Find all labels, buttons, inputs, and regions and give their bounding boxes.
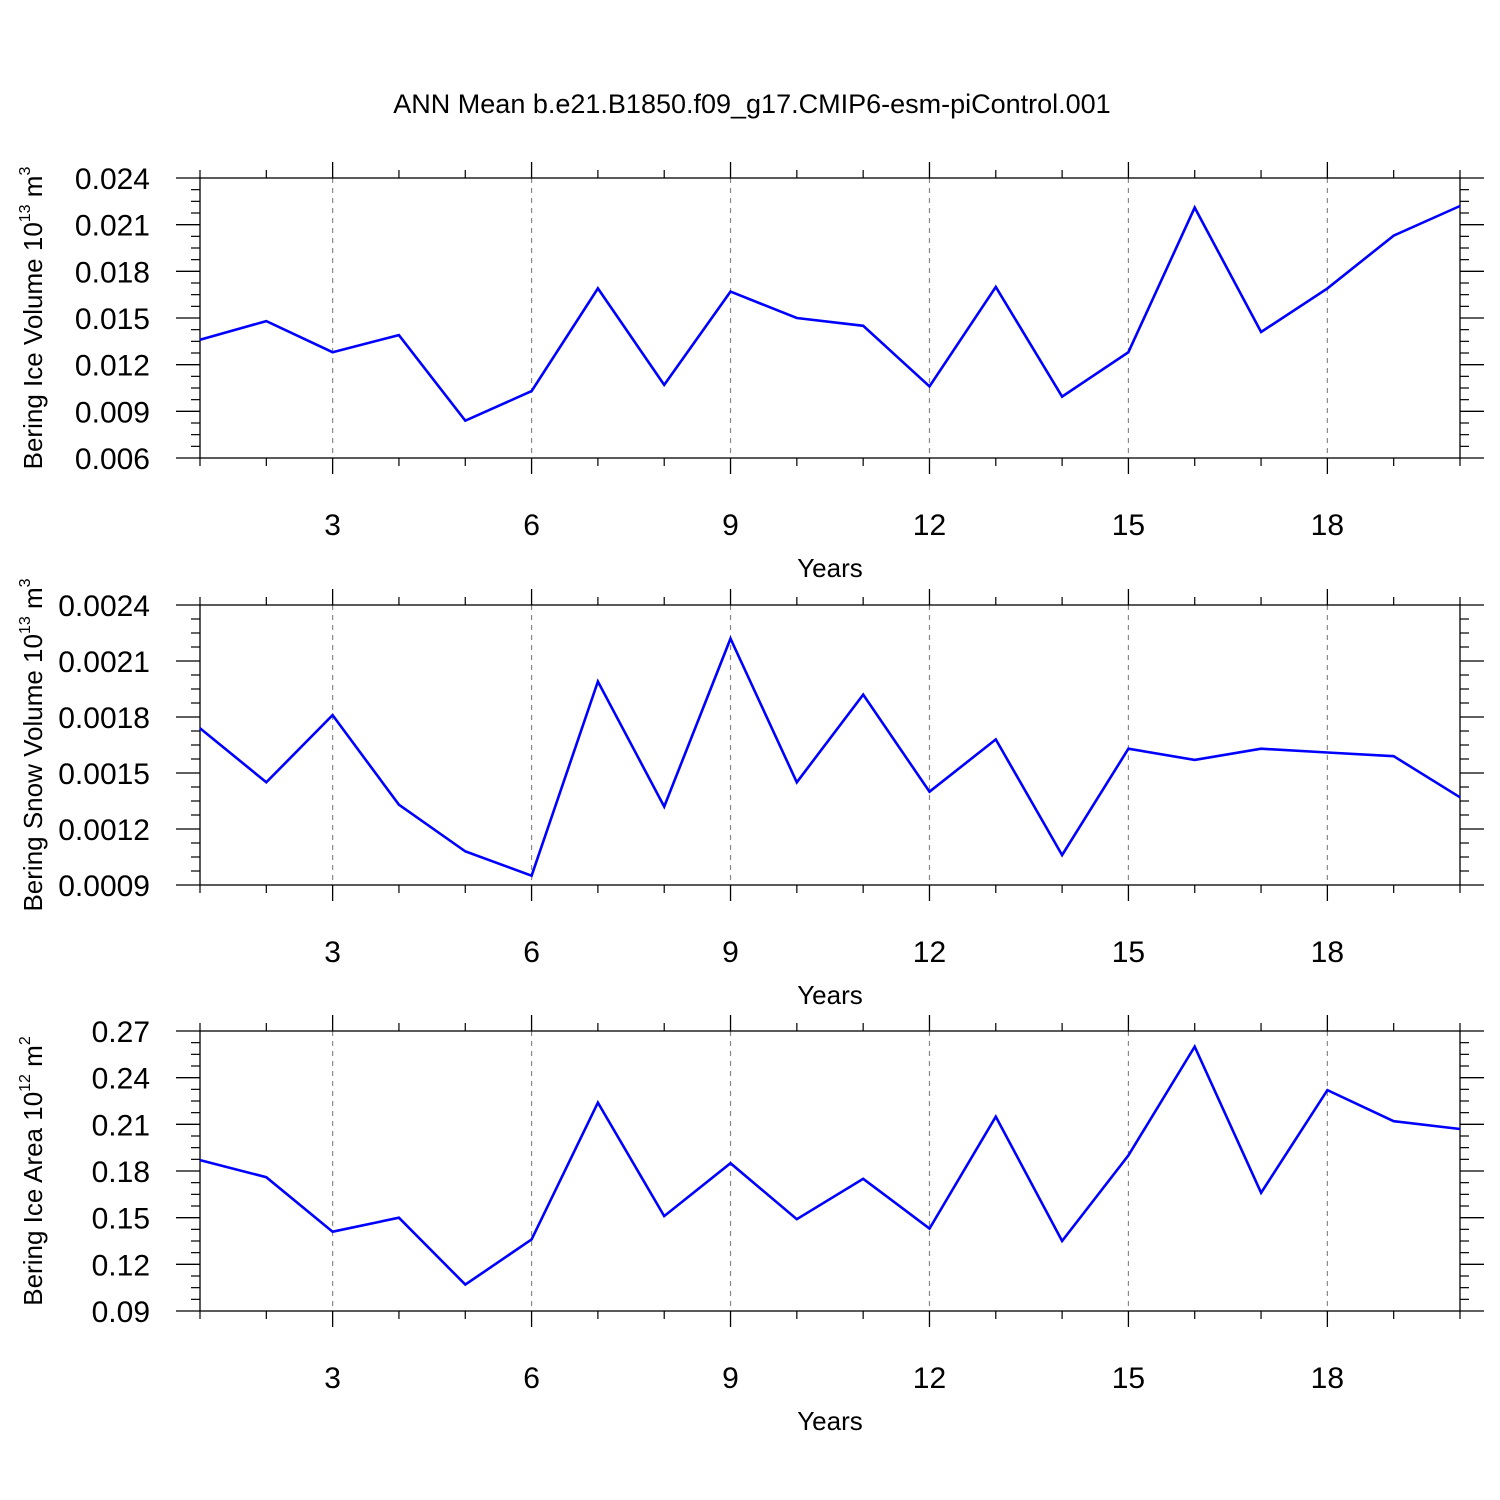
y-tick-label: 0.18 [92,1156,150,1189]
y-axis-title-unit-exponent: 3 [17,167,34,176]
y-tick-label: 0.0015 [58,758,150,791]
x-tick-label: 18 [1311,1362,1344,1395]
x-tick-label: 3 [324,1362,341,1395]
y-axis-title: Bering Ice Volume 1013 m3 [17,167,48,470]
y-axis-title: Bering Snow Volume 1013 m3 [17,578,48,911]
chart-panel-1: 3 6 9 12 15 18 0.006 0.009 0.012 0.015 0.018 0.021 0… [17,162,1484,583]
chart-title: ANN Mean b.e21.B1850.f09_g17.CMIP6-esm-p… [393,89,1110,119]
y-axis-title-unit: m [18,587,48,616]
y-tick-label: 0.012 [75,350,150,383]
x-tick-label: 6 [523,1362,540,1395]
y-axis-title-unit: m [18,1045,48,1074]
x-tick-label: 18 [1311,936,1344,969]
x-tick-label: 12 [913,509,946,542]
y-tick-label: 0.015 [75,303,150,336]
x-tick-label: 3 [324,509,341,542]
y-tick-label: 0.024 [75,163,150,196]
y-axis-title-text: Bering Ice Volume 10 [18,222,48,469]
y-axis-title-exponent: 13 [17,616,34,634]
y-tick-label: 0.0024 [58,590,150,623]
y-tick-label: 0.21 [92,1109,150,1142]
x-tick-label: 9 [722,936,739,969]
x-axis-title: Years [797,980,863,1010]
y-tick-label: 0.009 [75,396,150,429]
chart-panel-2: 3 6 9 12 15 18 0.0009 0.0012 0.0015 0.0018 0.0021 0… [17,578,1484,1010]
y-tick-label: 0.0021 [58,646,150,679]
y-axis-title-exponent: 12 [17,1074,34,1092]
y-tick-label: 0.12 [92,1249,150,1282]
y-axis-title: Bering Ice Area 1012 m2 [17,1036,48,1306]
y-tick-label: 0.006 [75,443,150,476]
y-tick-label: 0.27 [92,1016,150,1049]
y-tick-label: 0.09 [92,1296,150,1329]
y-axis-title-text: Bering Snow Volume 10 [18,634,48,912]
y-tick-label: 0.0018 [58,702,150,735]
y-axis-title-unit-exponent: 3 [17,578,34,587]
x-tick-label: 12 [913,936,946,969]
y-axis-title-unit: m [18,176,48,205]
x-tick-label: 15 [1112,509,1145,542]
y-tick-label: 0.15 [92,1203,150,1236]
y-axis-title-exponent: 13 [17,204,34,222]
x-tick-label: 15 [1112,936,1145,969]
x-axis-title: Years [797,553,863,583]
chart-panel-3: 3 6 9 12 15 18 0.09 0.12 0.15 0.18 0.21 0.24 0.27 Yea… [17,1015,1484,1436]
y-tick-label: 0.0012 [58,814,150,847]
x-tick-label: 9 [722,1362,739,1395]
y-axis-title-text: Bering Ice Area 10 [18,1092,48,1306]
y-tick-label: 0.021 [75,210,150,243]
data-line [199,635,1461,878]
y-tick-label: 0.24 [92,1063,150,1096]
x-tick-label: 3 [324,936,341,969]
y-tick-label: 0.0009 [58,870,150,903]
x-tick-label: 18 [1311,509,1344,542]
data-line [199,204,1461,423]
y-tick-label: 0.018 [75,256,150,289]
x-tick-label: 6 [523,509,540,542]
x-tick-label: 12 [913,1362,946,1395]
x-tick-label: 15 [1112,1362,1145,1395]
panels: 3 6 9 12 15 18 0.006 0.009 0.012 0.015 0.018 0.021 0… [17,162,1484,1436]
y-axis-title-unit-exponent: 2 [17,1036,34,1045]
x-tick-label: 9 [722,509,739,542]
data-line [199,1043,1461,1287]
x-tick-label: 6 [523,936,540,969]
x-axis-title: Years [797,1406,863,1436]
